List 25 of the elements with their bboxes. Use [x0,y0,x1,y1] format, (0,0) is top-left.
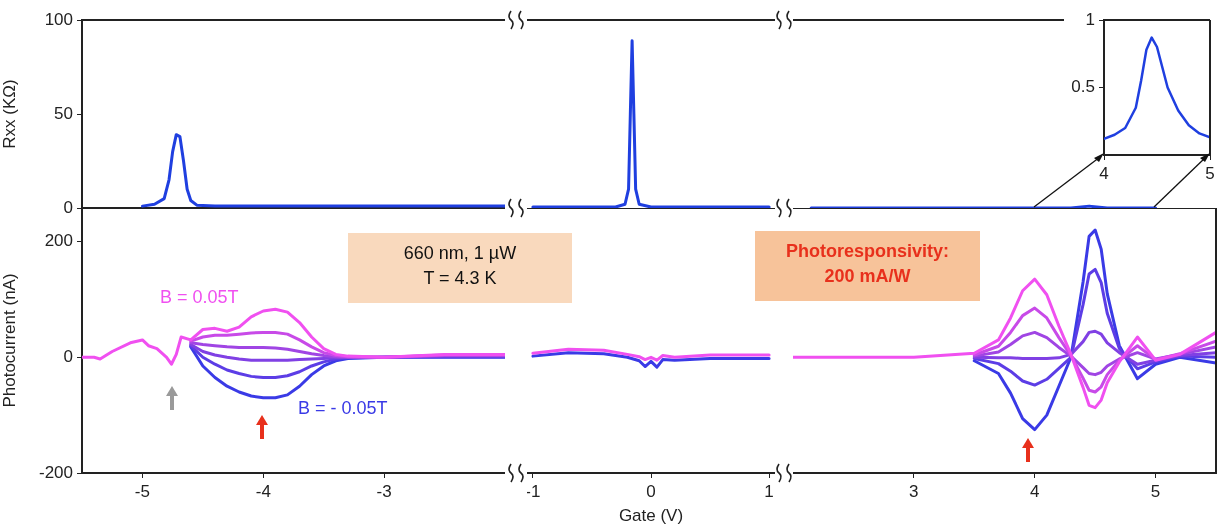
y-tick-label: 50 [54,103,73,123]
x-tick-label: 3 [909,481,919,501]
text-box: Photoresponsivity: 200 mA/W [755,231,980,301]
x-tick-label: 5 [1205,163,1215,183]
x-tick-label: 1 [764,481,774,501]
x-tick-label: -1 [525,481,541,501]
y-axis-title: Rxx (KΩ) [0,79,19,149]
y-tick-label: 200 [44,231,73,251]
y-tick-label: 0.5 [1071,77,1095,97]
y-tick-label: 100 [44,9,73,29]
x-tick-label: -5 [134,481,150,501]
y-tick-label: -200 [38,462,73,482]
x-tick-label: 0 [646,481,656,501]
x-tick-label: -3 [376,481,392,501]
x-axis-title: Gate (V) [618,506,684,526]
y-axis-title: Photocurrent (nA) [0,273,19,408]
x-tick-label: 5 [1150,481,1161,501]
x-tick-label: -4 [255,481,271,501]
series-label: B = - 0.05T [298,398,388,419]
y-tick-label: 0 [63,346,73,366]
x-tick-label: 4 [1099,163,1109,183]
text-box: 660 nm, 1 µW T = 4.3 K [348,233,572,303]
y-tick-label: 0 [63,197,73,217]
x-tick-label: 4 [1029,481,1040,501]
series-label: B = 0.05T [160,287,239,308]
